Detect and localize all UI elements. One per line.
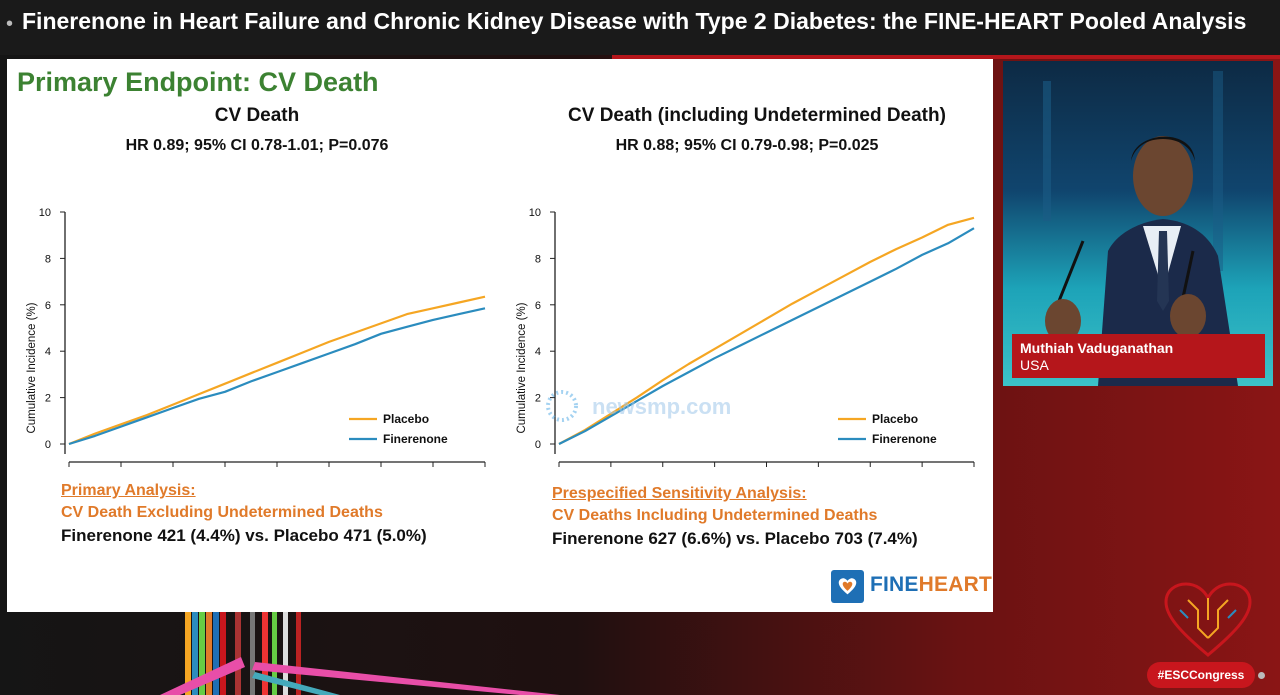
watermark-text: newsmp.com <box>592 394 732 419</box>
y-tick-label: 8 <box>45 253 51 265</box>
presentation-slide: Primary Endpoint: CV Death CV Death HR 0… <box>7 59 993 612</box>
speaker-name: Muthiah Vaduganathan <box>1020 340 1174 356</box>
logo-text: FINEHEART <box>870 573 992 597</box>
chart-2-note-result: Finerenone 627 (6.6%) vs. Placebo 703 (7… <box>552 529 918 548</box>
chart-1-title: CV Death <box>214 105 300 126</box>
chart-2-note-heading: Prespecified Sensitivity Analysis: <box>552 485 807 502</box>
series-line-finerenone <box>68 307 486 446</box>
chart-2-title: CV Death (including Undetermined Death) <box>568 105 946 126</box>
slide-title: Primary Endpoint: CV Death <box>17 67 379 97</box>
y-tick-label: 4 <box>45 346 51 358</box>
chart-1-subtitle: HR 0.89; 95% CI 0.78-1.01; P=0.076 <box>125 137 389 154</box>
heart-icon <box>838 578 857 595</box>
speaker-lower-third: Muthiah Vaduganathan USA <box>1012 334 1265 378</box>
decorative-stripes <box>160 612 560 695</box>
y-tick-label: 0 <box>535 439 541 451</box>
chart-1-note-result: Finerenone 421 (4.4%) vs. Placebo 471 (5… <box>61 526 427 545</box>
esc-heart-logo <box>1164 582 1252 657</box>
fineheart-logo: FINEHEART <box>831 569 992 605</box>
y-tick-label: 10 <box>39 207 51 219</box>
series-line-placebo <box>558 216 975 445</box>
y-tick-label: 2 <box>535 393 541 405</box>
chart-1-note-subheading: CV Death Excluding Undetermined Deaths <box>61 504 383 521</box>
chart-1: 02468100612182430364248MonthsCumulative … <box>26 207 486 467</box>
bullet-icon: • <box>6 13 14 35</box>
y-axis-label: Cumulative Incidence (%) <box>26 302 38 433</box>
watermark: newsmp.com <box>537 381 767 431</box>
broadcast-title: Finerenone in Heart Failure and Chronic … <box>22 8 1247 34</box>
logo-text-fine: FINE <box>870 573 919 596</box>
y-tick-label: 8 <box>535 253 541 265</box>
chart-2: 02468100612182430364248MonthsCumulative … <box>516 207 975 467</box>
legend-label: Placebo <box>383 412 429 426</box>
watermark-ring-icon <box>546 390 578 422</box>
chart-2-subtitle: HR 0.88; 95% CI 0.79-0.98; P=0.025 <box>615 137 879 154</box>
accent-rule <box>612 55 1280 59</box>
hashtag-badge: #ESCCongress <box>1147 662 1255 688</box>
series-line-finerenone <box>558 227 975 445</box>
status-dot <box>1258 672 1265 679</box>
y-tick-label: 10 <box>529 207 541 219</box>
y-tick-label: 4 <box>535 346 541 358</box>
speaker-country: USA <box>1020 357 1049 373</box>
logo-text-heart: HEART <box>918 573 992 596</box>
series-line-placebo <box>68 295 486 446</box>
y-tick-label: 6 <box>535 300 541 312</box>
legend-label: Finerenone <box>383 432 448 446</box>
y-axis-label: Cumulative Incidence (%) <box>516 302 528 433</box>
chart-2-note-subheading: CV Deaths Including Undetermined Deaths <box>552 507 878 524</box>
legend-label: Placebo <box>872 412 918 426</box>
y-tick-label: 6 <box>45 300 51 312</box>
logo-mark <box>831 570 864 603</box>
y-tick-label: 2 <box>45 393 51 405</box>
y-tick-label: 0 <box>45 439 51 451</box>
speaker-video <box>1003 61 1273 386</box>
legend-label: Finerenone <box>872 432 937 446</box>
chart-1-note-heading: Primary Analysis: <box>61 482 196 499</box>
broadcast-title-bar: • Finerenone in Heart Failure and Chroni… <box>0 0 1280 55</box>
